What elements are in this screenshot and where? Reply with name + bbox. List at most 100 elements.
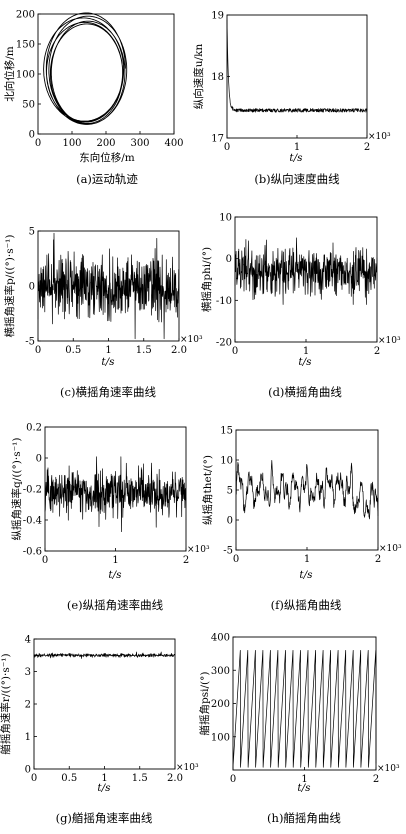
y-tick-label: -10 (216, 296, 232, 307)
y-tick-label: 400 (211, 633, 230, 644)
chart-c: 0 0.5 1 1.5 2.0-505×10³t/s横摇角速率p/((°)·s⁻¹)(c… (3, 227, 203, 400)
panel-caption: (d)横摇角曲线 (268, 385, 342, 399)
x-tick-label: 1.5 (136, 345, 152, 356)
x-axis-label: t/s (97, 782, 111, 794)
y-tick-label: -5 (223, 546, 233, 557)
x-tick-label: 2.0 (171, 345, 187, 356)
y-axis-label: 纵向速度u/kn (192, 44, 205, 110)
x-tick-label: 0 (233, 554, 239, 565)
series-line (226, 19, 368, 113)
x-tick-label: 200 (96, 138, 115, 149)
y-tick-label: 5 (29, 227, 35, 238)
x-axis-label: 东向位移/m (79, 151, 135, 164)
y-axis-label: 艏摇角psi/(°) (198, 672, 211, 736)
y-tick-label: -0.4 (23, 516, 42, 527)
y-tick-label: 200 (16, 10, 35, 21)
y-axis-label: 横摇角phi/(°) (200, 247, 213, 312)
y-tick-label: 300 (211, 666, 230, 677)
y-axis-label: 艏摇角速率r/((°)·s⁻¹) (0, 653, 12, 754)
panel-caption: (a)运动轨迹 (76, 172, 138, 186)
y-tick-label: 4 (25, 635, 31, 646)
x-axis-label: t/s (297, 782, 311, 794)
y-tick-label: 10 (220, 456, 233, 467)
x-tick-label: 1.5 (132, 773, 148, 784)
x-tick-label: 1 (294, 142, 300, 153)
x-tick-label: 1 (101, 773, 107, 784)
chart-b: 0 1 2 17 18 19 ×10³ t/s 纵向速度u/kn (b)纵向速度曲线 (192, 11, 391, 187)
x-tick-label: 2 (364, 142, 370, 153)
x-tick-label: 400 (164, 138, 183, 149)
y-tick-label: 19 (211, 11, 224, 22)
x-axis-label: t/s (108, 569, 122, 581)
series-line (37, 232, 180, 340)
y-tick-label: 10 (219, 213, 232, 224)
x-multiplier: ×10³ (368, 132, 391, 142)
y-tick-label: -20 (216, 338, 232, 349)
x-tick-label: 0 (35, 345, 41, 356)
x-tick-label: 0 (224, 142, 230, 153)
y-tick-label: 2 (25, 700, 31, 711)
x-tick-label: 0 (31, 773, 37, 784)
series-line (232, 649, 377, 768)
y-tick-label: 0 (226, 254, 232, 265)
x-multiplier: ×10³ (379, 544, 402, 554)
x-tick-label: 1 (303, 346, 309, 357)
x-tick-label: 300 (130, 138, 149, 149)
y-tick-label: 0 (29, 130, 35, 141)
y-tick-label: 18 (211, 72, 224, 83)
chart-g: 0 0.5 1 1.5 2.0 0 1 2 3 4 ×10³ t/s 艏摇角速率r/((°)·s⁻¹) (… (0, 635, 199, 826)
chart-h: 0 1 2 100 200 300 400 ×10³ t/s 艏摇角psi/(°) (h)艏摇角曲线 (198, 633, 400, 826)
y-tick-label: 5 (227, 486, 233, 497)
y-tick-label: 1 (25, 732, 31, 743)
y-tick-label: -0.2 (23, 485, 42, 496)
x-tick-label: 0 (35, 138, 41, 149)
x-tick-label: 1 (301, 774, 307, 785)
x-tick-label: 0.5 (65, 345, 81, 356)
x-axis-label: t/s (101, 356, 115, 368)
y-tick-label: -0.6 (23, 547, 42, 558)
y-tick-label: 0 (29, 282, 35, 293)
x-tick-label: 100 (62, 138, 81, 149)
panel-caption: (f)纵摇角曲线 (271, 598, 342, 612)
y-tick-label: 0.2 (26, 423, 42, 434)
y-axis-label: 横摇角速率p/((°)·s⁻¹) (3, 235, 16, 338)
x-tick-label: 1 (304, 554, 310, 565)
y-tick-label: 15 (220, 426, 233, 437)
y-tick-label: 50 (22, 100, 35, 111)
x-tick-label: 2 (374, 346, 380, 357)
chart-e: 0 1 2 -0.6 -0.4 -0.2 0 0.2 ×10³ t/s 纵摇角速率q/((°)·s⁻… (10, 423, 210, 613)
x-tick-label: 0 (42, 555, 48, 566)
y-tick-label: 0 (36, 454, 42, 465)
y-tick-label: 0 (25, 765, 31, 776)
x-multiplier: ×10³ (187, 545, 210, 555)
x-axis-label: t/s (289, 152, 303, 164)
x-multiplier: ×10³ (378, 336, 401, 346)
y-tick-label: 100 (16, 70, 35, 81)
x-multiplier: ×10³ (180, 335, 203, 345)
plot-frame (226, 14, 368, 139)
y-tick-label: 17 (211, 134, 224, 145)
x-axis-label: t/s (298, 356, 312, 368)
x-tick-label: 2 (373, 774, 379, 785)
panel-caption: (c)横摇角速率曲线 (60, 385, 156, 399)
y-axis-label: 纵摇角thet/(°) (201, 455, 214, 525)
y-tick-label: 200 (211, 699, 230, 710)
series-line (44, 456, 187, 533)
x-axis-label: t/s (299, 569, 313, 581)
x-tick-label: 0 (230, 774, 236, 785)
x-tick-label: 2 (375, 554, 381, 565)
x-tick-label: 0.5 (61, 773, 77, 784)
series-line (234, 237, 378, 305)
chart-d: 0 1 2 -20 -10 0 10 ×10³ t/s 横摇角phi/(°) (d)横摇角曲线 (200, 213, 401, 400)
y-tick-label: 150 (16, 40, 35, 51)
series-line (235, 460, 379, 520)
y-tick-label: 3 (25, 667, 31, 678)
panel-caption: (b)纵向速度曲线 (254, 172, 340, 186)
series-line (33, 651, 176, 659)
chart-a: 0 100 200 300 400 0 50 100 150 200 东向位移/m 北向位移/m (a)… (3, 10, 184, 187)
y-tick-label: -5 (25, 337, 35, 348)
panel-caption: (e)纵摇角速率曲线 (67, 598, 164, 612)
